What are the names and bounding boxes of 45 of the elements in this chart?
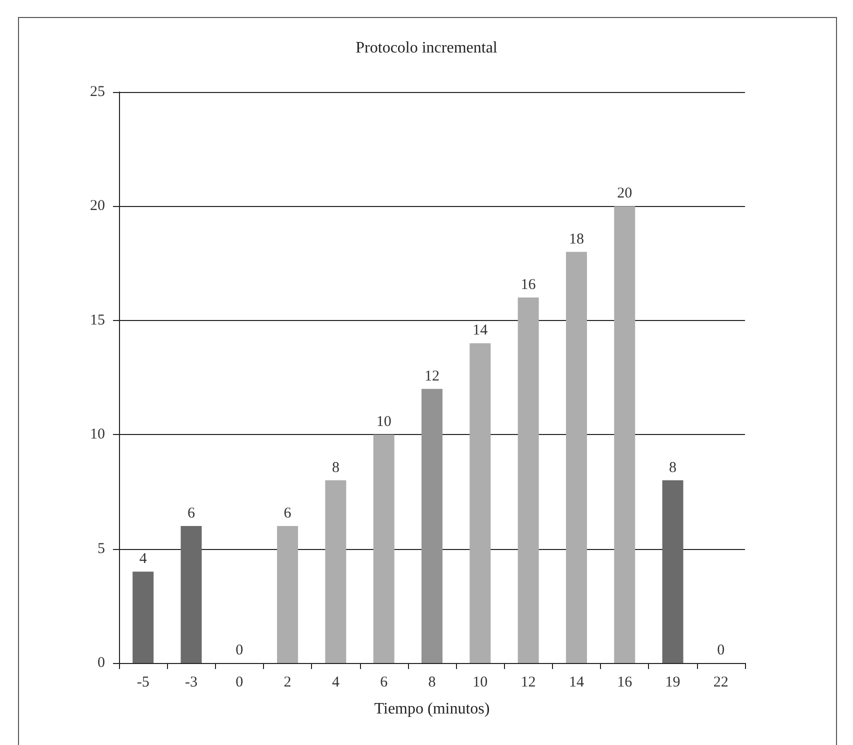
x-tick-label: 22 xyxy=(713,674,728,690)
x-tick-label: 8 xyxy=(428,674,436,690)
data-label: 10 xyxy=(376,414,392,430)
data-label: 8 xyxy=(332,460,340,476)
chart-title: Protocolo incremental xyxy=(356,40,498,56)
x-tick-label: 4 xyxy=(332,674,340,690)
bar xyxy=(422,388,442,663)
data-label: 16 xyxy=(520,277,536,294)
bar xyxy=(132,572,154,663)
bar xyxy=(277,526,298,663)
x-tick-label: -5 xyxy=(136,674,150,690)
data-label: 20 xyxy=(617,186,632,202)
x-tick-label: 14 xyxy=(568,674,584,690)
x-tick-label: 2 xyxy=(284,674,292,690)
bar xyxy=(566,252,587,663)
data-label: 18 xyxy=(568,231,584,248)
x-tick-label: 19 xyxy=(665,674,680,690)
y-tick-label: 5 xyxy=(98,540,105,557)
data-label: 12 xyxy=(424,368,440,384)
x-tick-label: 6 xyxy=(380,674,388,690)
bar xyxy=(614,206,636,663)
data-label: 6 xyxy=(284,505,292,522)
x-tick-label: 10 xyxy=(472,674,488,690)
data-label: 8 xyxy=(669,460,677,476)
data-label: 14 xyxy=(472,322,488,339)
x-tick-label: -3 xyxy=(184,674,198,690)
bar xyxy=(518,298,539,663)
x-tick-label: 0 xyxy=(236,674,244,690)
y-tick-label: 15 xyxy=(90,312,105,328)
bar xyxy=(470,343,491,663)
data-label: 0 xyxy=(717,642,725,658)
y-tick-label: 20 xyxy=(90,198,105,214)
data-label: 0 xyxy=(236,642,244,658)
y-tick-label: 25 xyxy=(90,84,105,100)
data-label: 6 xyxy=(187,505,196,522)
x-tick-label: 16 xyxy=(617,674,633,690)
bar xyxy=(662,480,684,663)
bar xyxy=(180,526,202,663)
x-axis-title: Tiempo (minutos) xyxy=(374,700,490,718)
data-label: 4 xyxy=(139,551,148,568)
y-tick-label: 0 xyxy=(98,655,105,671)
x-tick-label: 12 xyxy=(520,674,536,690)
bar xyxy=(373,434,394,663)
y-tick-label: 10 xyxy=(90,426,105,443)
bar xyxy=(325,480,346,663)
